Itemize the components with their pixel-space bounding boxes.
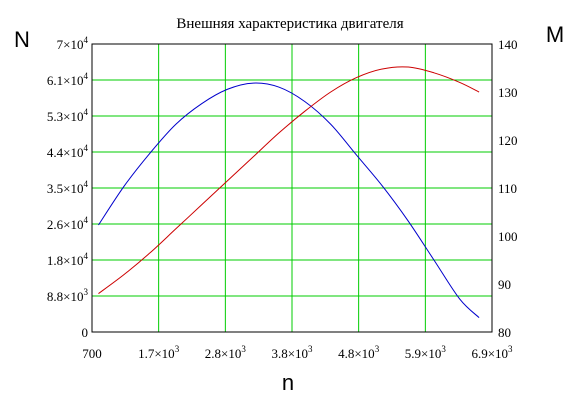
x-tick-label: 5.9×103	[405, 344, 447, 361]
x-tick-label-base: 1.7×10	[138, 346, 175, 361]
x-axis-label: n	[282, 370, 294, 395]
series-group	[98, 66, 480, 318]
x-tick-label-exp: 3	[441, 344, 446, 354]
y-left-tick-label-base: 6.1×10	[47, 73, 84, 88]
y-left-tick-label-exp: 3	[84, 287, 89, 297]
x-tick-label: 1.7×103	[138, 344, 180, 361]
x-tick-label: 2.8×103	[205, 344, 247, 361]
y-right-axis-label: M	[546, 22, 564, 47]
y-left-tick-label-exp: 4	[84, 251, 89, 261]
y-left-tick-label-exp: 4	[84, 179, 89, 189]
y-right-tick-label: 120	[498, 133, 518, 148]
x-tick-label-base: 6.9×10	[471, 346, 508, 361]
y-left-tick-label-base: 4.4×10	[47, 145, 84, 160]
tick-labels: 700 1.7×103 2.8×103 3.8×103 4.8×103 5.9×103 6.…	[47, 35, 518, 361]
x-tick-label: 4.8×103	[338, 344, 380, 361]
x-tick-label-base: 700	[82, 346, 102, 361]
x-tick-label-exp: 3	[375, 344, 380, 354]
y-left-tick-label: 6.1×104	[47, 71, 89, 88]
x-tick-label: 6.9×103	[471, 344, 513, 361]
y-right-tick-label: 100	[498, 229, 518, 244]
y-right-tick-label: 110	[498, 181, 517, 196]
y-left-tick-label-base: 0	[82, 325, 89, 340]
y-left-tick-label: 3.5×104	[47, 179, 89, 196]
y-left-tick-label-exp: 4	[84, 143, 89, 153]
grid	[91, 43, 493, 333]
x-tick-label: 700	[82, 346, 102, 361]
y-left-tick-label: 0	[82, 325, 89, 340]
y-left-tick-label: 4.4×104	[47, 143, 89, 160]
x-tick-label-base: 4.8×10	[338, 346, 375, 361]
y-left-tick-label-base: 3.5×10	[47, 181, 84, 196]
y-left-tick-label-base: 8.8×10	[47, 289, 84, 304]
x-tick-label-exp: 3	[241, 344, 246, 354]
y-left-tick-label-exp: 4	[84, 107, 89, 117]
y-left-tick-label-base: 2.6×10	[47, 217, 84, 232]
y-left-tick-label: 1.8×104	[47, 251, 89, 268]
series-line-M	[98, 66, 480, 295]
y-left-tick-label: 8.8×103	[47, 287, 89, 304]
plot-frame	[91, 43, 493, 333]
y-left-tick-label-base: 5.3×10	[47, 109, 84, 124]
x-tick-label-base: 3.8×10	[271, 346, 308, 361]
x-tick-label-exp: 3	[308, 344, 313, 354]
y-left-axis-label: N	[14, 27, 30, 52]
y-right-tick-label: 140	[498, 37, 518, 52]
x-tick-label-base: 2.8×10	[205, 346, 242, 361]
y-left-tick-label: 5.3×104	[47, 107, 89, 124]
y-left-tick-label: 2.6×104	[47, 215, 89, 232]
x-tick-label-exp: 3	[175, 344, 180, 354]
y-left-tick-label-exp: 4	[84, 71, 89, 81]
y-right-tick-label: 130	[498, 85, 518, 100]
y-right-tick-label: 90	[498, 277, 511, 292]
chart-title: Внешняя характеристика двигателя	[176, 16, 403, 32]
y-left-tick-label: 7×104	[57, 35, 89, 52]
y-right-tick-label: 80	[498, 325, 511, 340]
x-tick-label-exp: 3	[508, 344, 513, 354]
series-line-N	[98, 82, 480, 318]
x-tick-label-base: 5.9×10	[405, 346, 442, 361]
y-left-tick-label-exp: 4	[84, 35, 89, 45]
y-left-tick-label-exp: 4	[84, 215, 89, 225]
x-tick-label: 3.8×103	[271, 344, 313, 361]
y-left-tick-label-base: 7×10	[57, 37, 84, 52]
y-left-tick-label-base: 1.8×10	[47, 253, 84, 268]
